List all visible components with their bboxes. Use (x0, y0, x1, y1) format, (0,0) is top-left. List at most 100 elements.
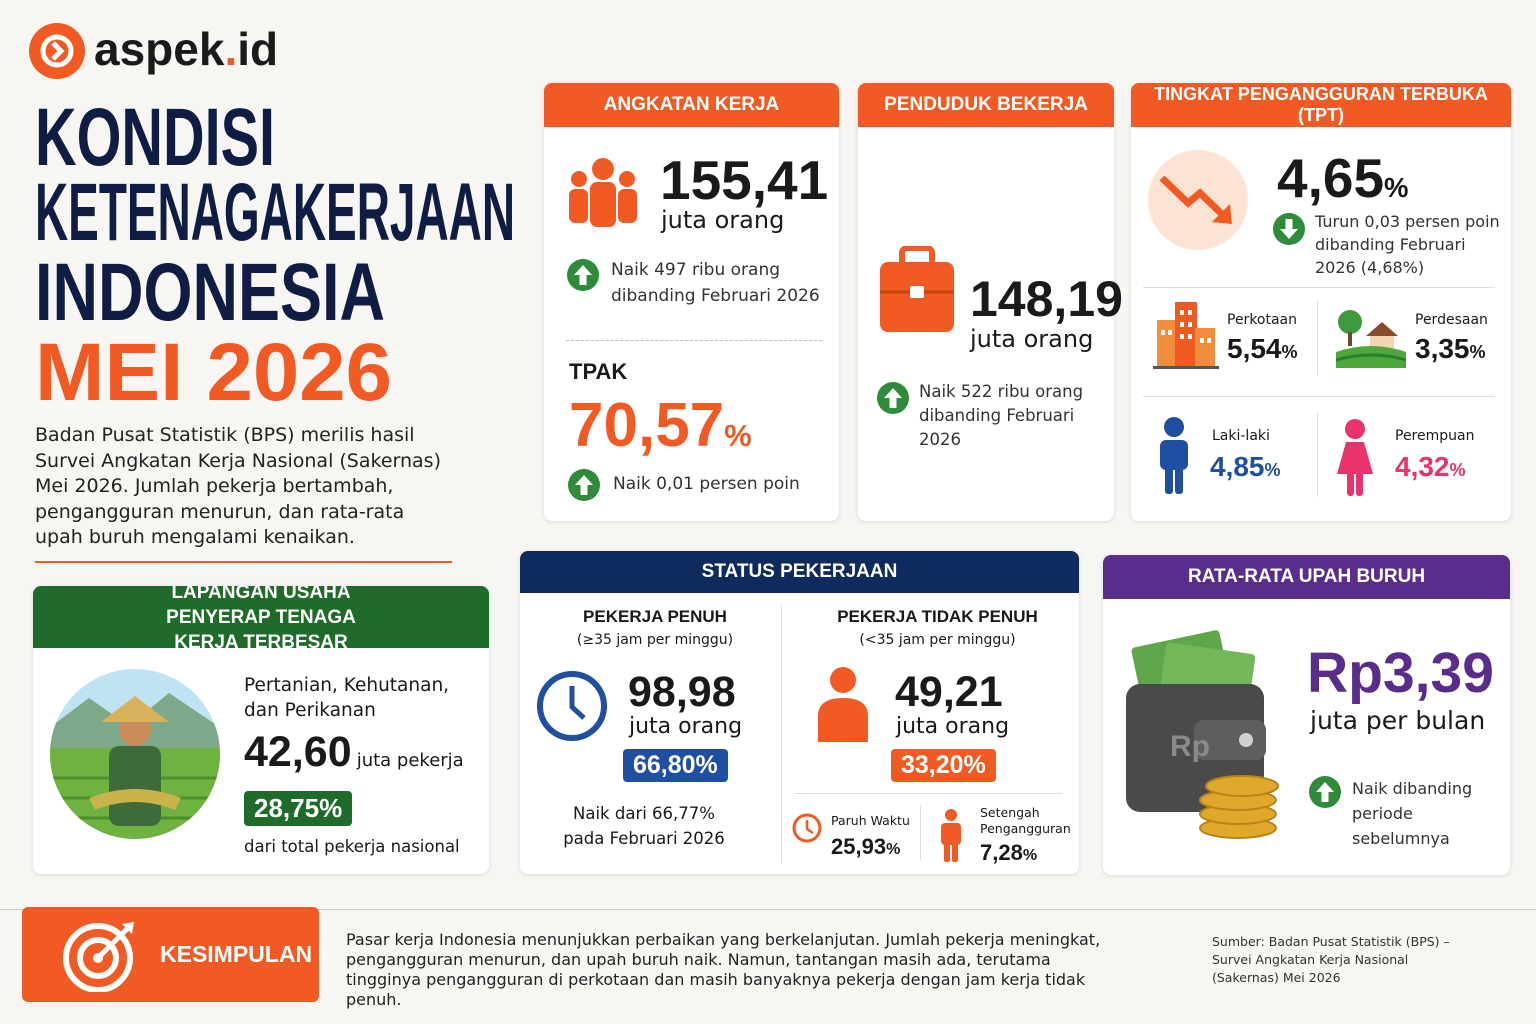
number: 3,35 (1415, 333, 1470, 364)
clock-icon (537, 671, 607, 741)
number: 25,93 (831, 834, 887, 859)
number: 4,65 (1277, 147, 1385, 209)
breakdown-value: 4,32% (1395, 451, 1466, 483)
value: Rp3,39 (1307, 641, 1494, 705)
source: Sumber: Badan Pusat Statistik (BPS) – Su… (1212, 934, 1450, 985)
logo-name: aspek (94, 23, 225, 75)
card-header: PENDUDUK BEKERJA (858, 83, 1114, 127)
value: 4,65% (1277, 146, 1409, 210)
title-highlight: MEI 2026 (35, 327, 392, 418)
card-header: LAPANGAN USAHA PENYERAP TENAGA KERJA TER… (33, 586, 489, 653)
divider (1143, 287, 1495, 288)
breakdown-label: Perempuan (1395, 428, 1475, 444)
wallet-label: Rp (1170, 730, 1210, 763)
card-header: STATUS PEKERJAAN (520, 551, 1079, 593)
number: 4,32 (1395, 451, 1450, 482)
breakdown-value: 4,85% (1210, 451, 1281, 483)
breakdown-label: Perkotaan (1227, 312, 1298, 328)
value: 148,19 (970, 271, 1123, 327)
status-label: PEKERJA PENUH (583, 607, 727, 626)
card-status-pekerjaan: STATUS PEKERJAAN (520, 551, 1079, 874)
unit: juta pekerja (356, 750, 464, 771)
tpak-unit: % (724, 418, 752, 453)
number: 7,28 (980, 840, 1023, 865)
unit: juta orang (896, 714, 1010, 739)
share-badge: 28,75% (244, 791, 353, 826)
share-badge: 66,80% (623, 749, 728, 782)
divider (920, 805, 921, 860)
person-icon (941, 809, 961, 862)
unit: juta orang (970, 325, 1094, 353)
unit: juta orang (661, 206, 785, 234)
female-icon (1337, 419, 1373, 496)
unit: juta orang (629, 714, 743, 739)
clock-icon (792, 813, 822, 843)
unit: % (1384, 172, 1409, 203)
tpak-number: 70,57 (569, 391, 725, 460)
logo-tld: id (237, 23, 279, 75)
number: 5,54 (1227, 333, 1282, 364)
breakdown-label: Laki-laki (1212, 428, 1270, 444)
conclusion-box (22, 907, 319, 1002)
note: Naik dari 66,77% pada Februari 2026 (563, 804, 725, 848)
divider (0, 909, 1536, 910)
city-icon (1153, 302, 1219, 369)
divider (566, 340, 822, 341)
part-label: Setengah Pengangguran (980, 805, 1071, 836)
number: 42,60 (244, 728, 352, 776)
change: Turun 0,03 persen poin dibanding Februar… (1315, 212, 1500, 277)
part-value: 25,93% (831, 834, 900, 860)
logo-icon (29, 23, 85, 79)
breakdown-value: 5,54% (1227, 333, 1298, 365)
change: Naik 497 ribu orang dibanding Februari 2… (611, 260, 820, 306)
part-value: 7,28% (980, 840, 1037, 866)
unit: % (1022, 847, 1038, 864)
card-header: TINGKAT PENGANGGURAN TERBUKA (TPT) (1131, 83, 1511, 127)
intro: Badan Pusat Statistik (BPS) merilis hasi… (35, 424, 441, 548)
card-penduduk-bekerja: PENDUDUK BEKERJA (858, 83, 1114, 521)
breakdown-value: 3,35% (1415, 333, 1486, 365)
divider (781, 605, 782, 863)
value: 98,98 (628, 668, 736, 716)
down-arrow-icon (1273, 213, 1305, 245)
number: 4,85 (1210, 451, 1265, 482)
up-arrow-icon (1309, 776, 1341, 808)
tpak-value: 70,57% (569, 390, 752, 461)
tpak-label: TPAK (569, 359, 628, 384)
divider (1317, 412, 1318, 497)
value: 42,60 juta pekerja (244, 728, 464, 777)
divider (1317, 300, 1318, 375)
change: Naik 0,01 persen poin (613, 474, 800, 494)
card-upah: RATA-RATA UPAH BURUH (1103, 555, 1510, 875)
farmer-illustration (50, 669, 220, 839)
card-angkatan-kerja: ANGKATAN KERJA (544, 83, 839, 521)
unit: % (1469, 342, 1486, 362)
logo-text: aspek.id (94, 22, 278, 76)
change: Naik 522 ribu orang dibanding Februari 2… (919, 382, 1084, 449)
trend-down-icon (1148, 150, 1248, 250)
share-badge: 33,20% (891, 749, 996, 782)
person-icon (818, 667, 868, 742)
divider (1143, 396, 1495, 397)
divider (35, 561, 452, 563)
title: KONDISI KETENAGAKERJAAN INDONESIA MEI 20… (35, 92, 515, 418)
title-line: KETENAGAKERJAAN (35, 167, 515, 258)
status-sub: (≥35 jam per minggu) (576, 632, 734, 648)
male-icon (1160, 417, 1188, 494)
unit: % (1264, 460, 1281, 480)
card-header: RATA-RATA UPAH BURUH (1103, 555, 1510, 599)
status-label: PEKERJA TIDAK PENUH (837, 607, 1038, 626)
unit: % (886, 841, 901, 858)
logo-dot: . (224, 23, 238, 75)
conclusion-label: KESIMPULAN (160, 941, 313, 967)
unit: juta per bulan (1310, 706, 1486, 735)
part-label: Paruh Waktu (831, 813, 910, 828)
unit: % (1449, 460, 1466, 480)
target-icon (63, 922, 134, 992)
people-icon (569, 158, 637, 227)
briefcase-icon (880, 246, 954, 332)
breakdown-label: Perdesaan (1415, 312, 1488, 328)
wallet-illustration: Rp (1126, 630, 1279, 839)
village-icon (1336, 310, 1406, 368)
